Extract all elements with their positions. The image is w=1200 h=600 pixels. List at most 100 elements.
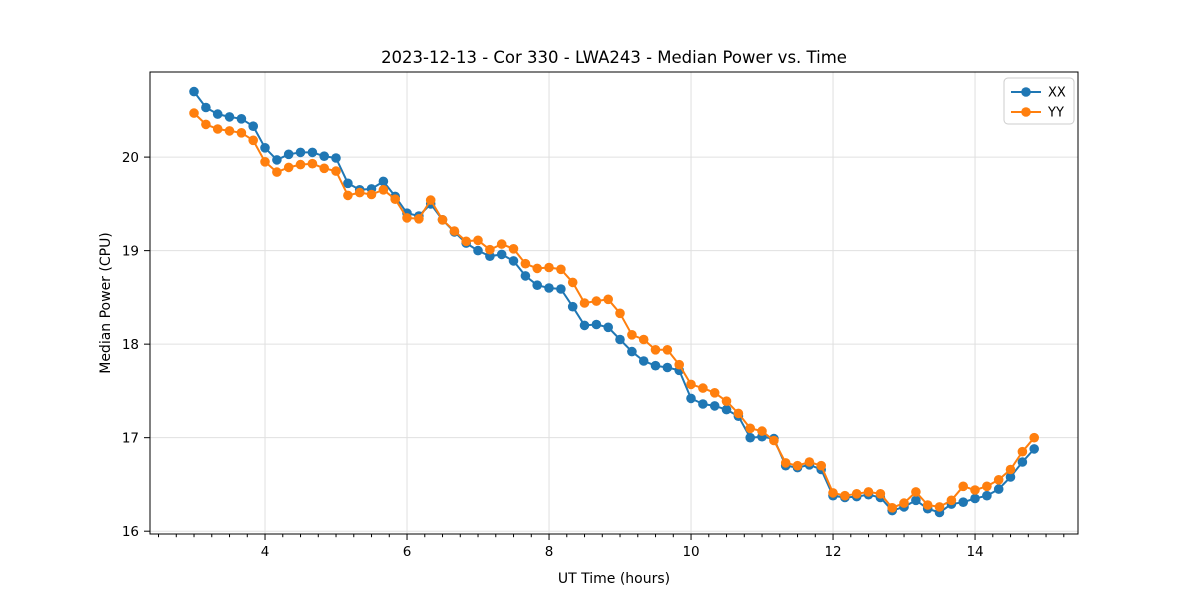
data-point-marker (556, 284, 566, 294)
data-point-marker (520, 258, 531, 269)
data-point-marker (863, 487, 874, 497)
data-point-marker (1017, 446, 1028, 457)
data-point-marker (272, 167, 282, 177)
data-point-marker (627, 330, 637, 340)
data-point-marker (532, 280, 542, 291)
data-point-marker (378, 185, 389, 195)
data-point-marker (236, 114, 247, 124)
data-point-marker (709, 388, 720, 398)
data-point-marker (567, 277, 578, 288)
data-point-marker (1005, 464, 1016, 475)
data-point-marker (745, 423, 755, 434)
data-point-marker (615, 308, 625, 319)
data-point-marker (201, 102, 211, 113)
data-point-marker (946, 495, 957, 506)
y-tick-label: 18 (122, 337, 139, 353)
data-point-marker (212, 124, 223, 134)
y-tick-labels: 16 17 18 19 20 (122, 150, 139, 540)
data-point-marker (520, 271, 531, 281)
y-tick-label: 17 (122, 430, 139, 446)
data-point-marker (437, 215, 448, 225)
series-yy (189, 108, 1039, 513)
data-point-marker (769, 435, 779, 446)
data-point-marker (390, 194, 401, 204)
legend-marker (1021, 107, 1031, 117)
data-point-marker (828, 488, 838, 498)
data-point-marker (709, 401, 720, 411)
data-point-marker (307, 147, 318, 158)
data-point-marker (638, 334, 649, 345)
data-point-marker (686, 393, 696, 404)
data-point-marker (627, 346, 637, 357)
data-point-marker (496, 239, 507, 249)
data-point-marker (1005, 472, 1016, 482)
data-point-marker (721, 404, 732, 415)
data-point-marker (982, 490, 992, 501)
data-point-marker (958, 497, 968, 508)
data-point-marker (331, 153, 341, 163)
y-tick-label: 16 (122, 524, 139, 540)
data-point-marker (201, 119, 211, 130)
x-tick-label: 6 (403, 544, 412, 560)
data-point-marker (579, 298, 590, 308)
data-point-marker (911, 495, 921, 506)
data-point-marker (757, 426, 767, 436)
data-point-marker (851, 489, 862, 499)
data-point-marker (591, 319, 602, 330)
data-point-marker (686, 379, 696, 390)
data-point-marker (816, 460, 826, 471)
x-axis-ticks (158, 534, 1065, 540)
data-point-marker (212, 109, 223, 119)
data-point-marker (272, 155, 282, 165)
data-point-marker (461, 236, 472, 247)
data-point-marker (331, 166, 341, 176)
x-tick-label: 8 (545, 544, 554, 560)
data-point-marker (840, 490, 850, 501)
data-point-marker (189, 86, 199, 97)
legend: XX YY (1003, 77, 1075, 125)
data-point-marker (638, 356, 649, 366)
x-tick-label: 10 (682, 544, 699, 560)
data-point-marker (1029, 444, 1039, 454)
data-point-marker (544, 262, 554, 273)
data-point-marker (556, 264, 566, 275)
data-point-marker (579, 320, 590, 331)
data-point-marker (496, 249, 507, 260)
x-tick-label: 4 (261, 544, 270, 560)
legend-label: XX (1048, 86, 1066, 101)
data-point-marker (260, 157, 270, 167)
data-point-marker (354, 187, 365, 198)
data-point-marker (662, 362, 673, 373)
data-point-marker (982, 481, 992, 492)
data-point-marker (792, 460, 803, 471)
data-point-marker (993, 475, 1004, 485)
data-point-marker (1029, 432, 1039, 443)
data-point-marker (934, 502, 945, 512)
data-point-marker (698, 383, 708, 393)
data-point-marker (449, 226, 460, 236)
x-tick-labels: 4 6 8 10 12 14 (261, 544, 984, 560)
data-point-marker (899, 498, 909, 508)
data-point-marker (721, 396, 732, 407)
data-point-marker (319, 151, 330, 161)
data-point-marker (603, 322, 613, 333)
data-point-marker (260, 143, 270, 153)
y-axis-ticks (144, 156, 150, 532)
data-point-marker (733, 408, 744, 419)
series-line (193, 112, 1035, 509)
data-point-marker (887, 503, 897, 513)
data-point-marker (473, 235, 483, 246)
legend-label: YY (1047, 106, 1064, 121)
y-tick-label: 20 (122, 150, 139, 166)
data-point-marker (970, 485, 980, 495)
data-point-marker (295, 147, 306, 158)
data-point-marker (189, 108, 199, 118)
data-point-marker (567, 301, 578, 312)
data-point-marker (307, 158, 318, 169)
y-axis-label: Median Power (CPU) (98, 232, 114, 374)
data-point-marker (485, 244, 495, 255)
y-tick-label: 19 (122, 243, 139, 259)
chart-title: 2023-12-13 - Cor 330 - LWA243 - Median P… (381, 48, 847, 67)
data-point-marker (236, 128, 247, 138)
